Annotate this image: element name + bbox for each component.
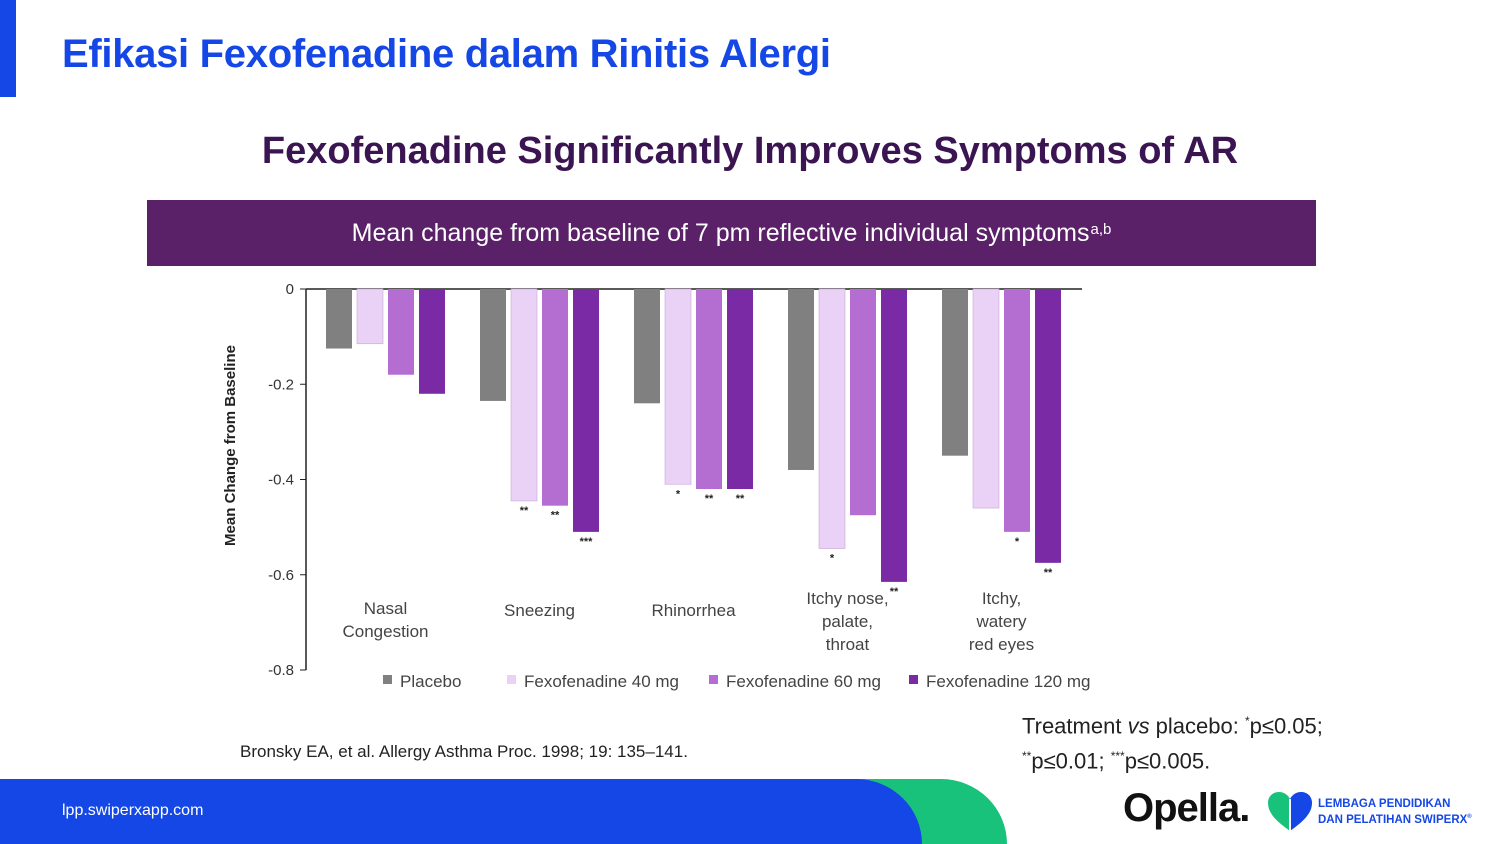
- bar-chart: 0 -0.2 -0.4 -0.6 -0.8 Mean Change from Baseli…: [222, 281, 1090, 691]
- sig-p-3: p≤0.005.: [1124, 748, 1211, 774]
- sig-p-2: p≤0.01;: [1031, 748, 1111, 774]
- partner-logo-text: LEMBAGA PENDIDIKAN DAN PELATIHAN SWIPERX…: [1318, 798, 1472, 827]
- partner-line-1: LEMBAGA PENDIDIKAN: [1318, 798, 1451, 810]
- sig-mid: placebo:: [1149, 713, 1245, 739]
- sig-star-3: ***: [1110, 749, 1125, 764]
- banner-text: Mean change from baseline of 7 pm reflec…: [351, 218, 1090, 247]
- category-label: red eyes: [969, 635, 1034, 654]
- accent-bar: [0, 0, 16, 97]
- category-label: palate,: [822, 612, 873, 631]
- category-label: watery: [975, 612, 1027, 631]
- bar: [818, 288, 846, 549]
- bar: [510, 288, 538, 502]
- significance-mark: **: [1044, 567, 1053, 579]
- bar: [881, 289, 907, 582]
- footer-blue-band: [0, 779, 922, 844]
- bar: [942, 289, 968, 456]
- legend-label: Fexofenadine 120 mg: [926, 672, 1090, 691]
- citation: Bronsky EA, et al. Allergy Asthma Proc. …: [240, 742, 688, 761]
- legend-label: Placebo: [400, 672, 461, 691]
- significance-mark: *: [1015, 536, 1020, 548]
- bar: [326, 289, 352, 349]
- footer-url[interactable]: lpp.swiperxapp.com: [62, 802, 204, 819]
- significance-mark: *: [830, 553, 835, 565]
- bar: [542, 289, 568, 506]
- significance-mark: *: [676, 488, 681, 500]
- y-tick-label: 0: [286, 281, 294, 298]
- category-label: Rhinorrhea: [651, 601, 736, 620]
- significance-mark: ***: [580, 536, 594, 548]
- bar: [727, 289, 753, 490]
- sig-prefix: Treatment: [1022, 713, 1128, 739]
- sig-vs: vs: [1127, 713, 1150, 739]
- sig-star-2: **: [1022, 749, 1032, 764]
- category-label: Itchy nose,: [806, 589, 888, 608]
- y-tick-label: -0.4: [268, 472, 294, 489]
- y-axis-label: Mean Change from Baseline: [222, 345, 239, 546]
- category-label: Itchy,: [982, 589, 1021, 608]
- significance-mark: **: [520, 505, 529, 517]
- bar: [388, 289, 414, 375]
- category-label: Sneezing: [504, 601, 575, 620]
- y-tick-label: -0.6: [268, 567, 294, 584]
- category-label: throat: [826, 635, 870, 654]
- bar: [419, 289, 445, 394]
- bar: [664, 288, 692, 485]
- bar: [1004, 289, 1030, 532]
- y-tick-label: -0.8: [268, 662, 294, 679]
- slide-title: Efikasi Fexofenadine dalam Rinitis Alerg…: [62, 32, 831, 76]
- bar: [573, 289, 599, 532]
- chart-heading: Fexofenadine Significantly Improves Symp…: [261, 130, 1239, 172]
- bar: [480, 289, 506, 401]
- heart-logo-icon: [1268, 792, 1312, 831]
- legend-swatch: [507, 675, 516, 684]
- sig-p-1: p≤0.05;: [1249, 713, 1323, 739]
- y-tick-label: -0.2: [268, 376, 294, 393]
- legend-swatch: [383, 675, 392, 684]
- opella-logo: Opella.: [1123, 786, 1250, 830]
- significance-mark: **: [551, 510, 560, 522]
- bar: [634, 289, 660, 404]
- chart-banner: Mean change from baseline of 7 pm reflec…: [147, 200, 1316, 266]
- category-label: Nasal: [364, 599, 407, 618]
- bar: [788, 289, 814, 470]
- partner-mark: ®: [1467, 814, 1472, 820]
- legend-swatch: [909, 675, 918, 684]
- bar: [356, 288, 384, 345]
- bar: [696, 289, 722, 490]
- sig-star-1: *: [1244, 714, 1250, 728]
- legend-label: Fexofenadine 40 mg: [524, 672, 679, 691]
- partner-line-2: DAN PELATIHAN SWIPERX: [1318, 813, 1468, 826]
- significance-mark: **: [890, 586, 899, 598]
- category-label: Congestion: [342, 622, 428, 641]
- bar: [1035, 289, 1061, 563]
- bar: [850, 289, 876, 516]
- bar: [972, 288, 1000, 509]
- significance-mark: **: [736, 493, 745, 505]
- legend-swatch: [709, 675, 718, 684]
- significance-note: Treatment vs placebo: *p≤0.05; **p≤0.01;…: [1022, 706, 1323, 777]
- significance-mark: **: [705, 493, 714, 505]
- banner-superscript: a,b: [1090, 220, 1112, 238]
- legend-label: Fexofenadine 60 mg: [726, 672, 881, 691]
